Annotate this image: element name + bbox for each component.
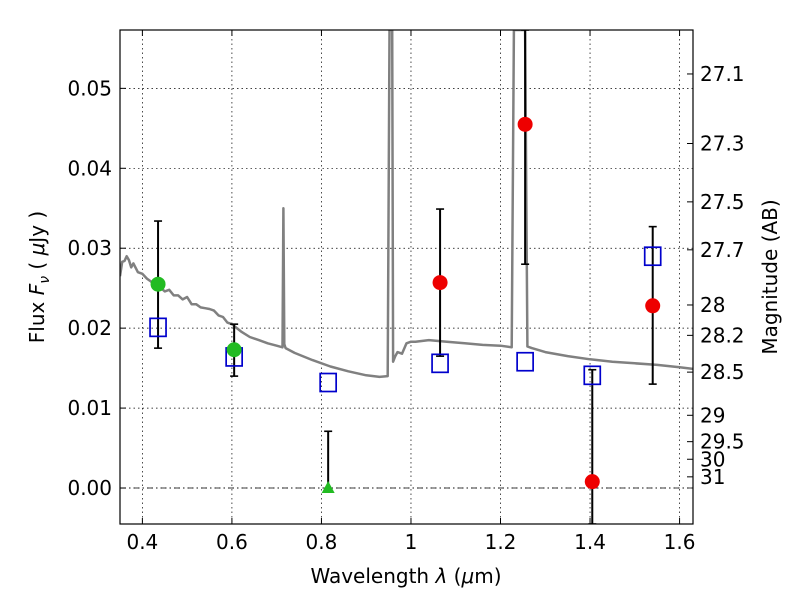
- y2-tick-label: 27.1: [700, 62, 745, 86]
- observed-flux-point: [517, 116, 533, 132]
- model-flux-square: [431, 353, 449, 374]
- y-tick-label: 0.00: [67, 476, 112, 500]
- y2-tick-label: 28: [700, 293, 725, 317]
- x-tick-label: 1.6: [664, 530, 696, 554]
- model-spectrum: [120, 30, 693, 379]
- model-flux-square: [643, 246, 662, 267]
- y2-tick-label: 30: [700, 447, 725, 471]
- y-axis-label: Flux Fν ( μJy ): [25, 211, 53, 343]
- y-tick-label: 0.01: [67, 396, 112, 420]
- observed-flux-point: [645, 298, 661, 314]
- x-axis-ticks: 0.4 0.6 0.8 1 1.2 1.4 1.6: [126, 30, 695, 554]
- x-tick-label: 1.2: [485, 530, 517, 554]
- y2-tick-label: 31: [700, 465, 725, 489]
- y2-tick-label: 29: [700, 403, 725, 427]
- y2-tick-label: 27.3: [700, 132, 745, 156]
- y-tick-label: 0.05: [67, 76, 112, 100]
- x-tick-label: 0.4: [126, 530, 158, 554]
- spectrum-line: [120, 30, 693, 379]
- y-tick-label: 0.03: [67, 236, 112, 260]
- x-tick-label: 1.4: [574, 530, 606, 554]
- y2-tick-label: 28.5: [700, 360, 745, 384]
- model-flux-square: [583, 365, 602, 386]
- x-tick-label: 0.8: [306, 530, 338, 554]
- observed-flux-point: [584, 474, 600, 490]
- data-markers: [149, 116, 662, 494]
- observed-flux-point: [150, 276, 166, 292]
- plot-frame: [119, 29, 694, 525]
- y2-axis-label: Magnitude (AB): [758, 199, 782, 354]
- error-bars: [154, 30, 657, 524]
- y-tick-label: 0.02: [67, 316, 112, 340]
- upper-limit-point: [321, 481, 335, 494]
- x-tick-label: 0.6: [216, 530, 248, 554]
- y2-tick-label: 28.2: [700, 323, 745, 347]
- x-axis-label: Wavelength λ (μm): [310, 564, 501, 588]
- model-flux-square: [319, 372, 338, 393]
- y2-tick-label: 27.7: [700, 238, 745, 262]
- observed-flux-point: [432, 275, 448, 291]
- y2-tick-label: 27.5: [700, 190, 745, 214]
- y-tick-label: 0.04: [67, 156, 112, 180]
- model-flux-square: [149, 317, 167, 338]
- grid-lines: [120, 30, 693, 524]
- x-tick-label: 1: [405, 530, 418, 554]
- model-flux-square: [516, 351, 534, 372]
- y2-tick-label: 29.5: [700, 430, 745, 454]
- observed-flux-point: [226, 342, 242, 358]
- y-axis-ticks: 0.00 0.01 0.02 0.03 0.04 0.05: [67, 76, 126, 500]
